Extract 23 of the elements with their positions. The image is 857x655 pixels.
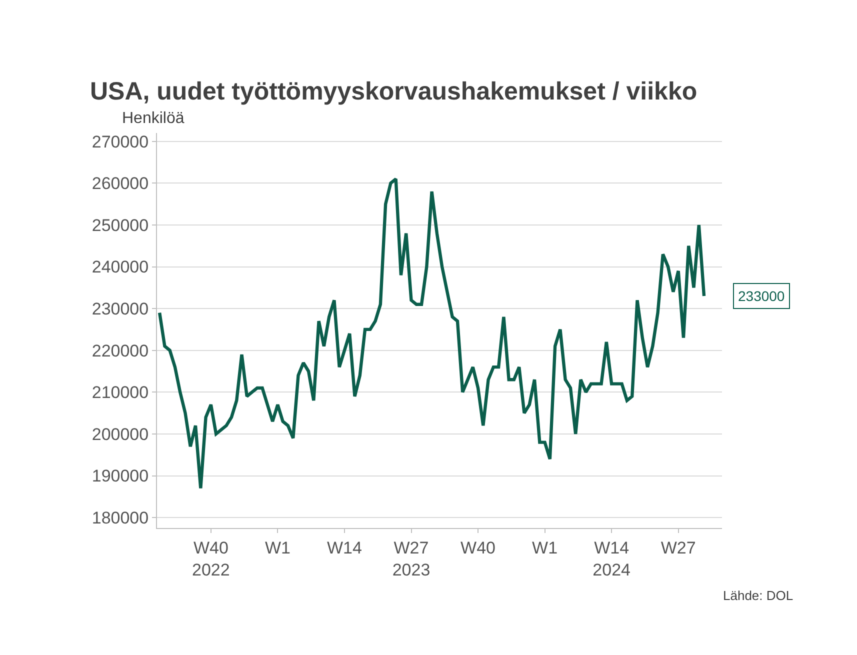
y-tick-label: 240000 [92, 258, 149, 277]
chart-title: USA, uudet työttömyyskorvaushakemukset / viikko [90, 77, 698, 106]
y-tick-label: 180000 [92, 508, 149, 528]
x-tick-label: W14 [326, 538, 362, 558]
x-tick-label: W27 2023 [392, 538, 430, 580]
x-tick-label: W40 [460, 538, 496, 558]
y-tick-label: 200000 [92, 424, 149, 444]
y-tick-label: 260000 [92, 174, 149, 194]
line-series [158, 177, 706, 490]
y-tick-label: 220000 [92, 341, 149, 360]
y-tick-label: 190000 [92, 466, 149, 486]
x-tick-label: W1 [264, 538, 290, 558]
y-axis-title: Henkilöä [122, 110, 184, 127]
y-tick-label: 230000 [92, 300, 149, 319]
text: Lähde: DOL [723, 588, 794, 603]
y-tick-label: 270000 [92, 132, 149, 152]
y-tick-label: 210000 [92, 383, 149, 402]
x-tick-label: W27 [660, 538, 696, 558]
text: 233000 [738, 288, 785, 304]
x-tick-label: W1 [532, 538, 558, 558]
x-tick-label: W40 2022 [192, 538, 230, 580]
x-tick-label: W14 2024 [592, 538, 630, 580]
y-tick-label: 250000 [92, 216, 149, 235]
